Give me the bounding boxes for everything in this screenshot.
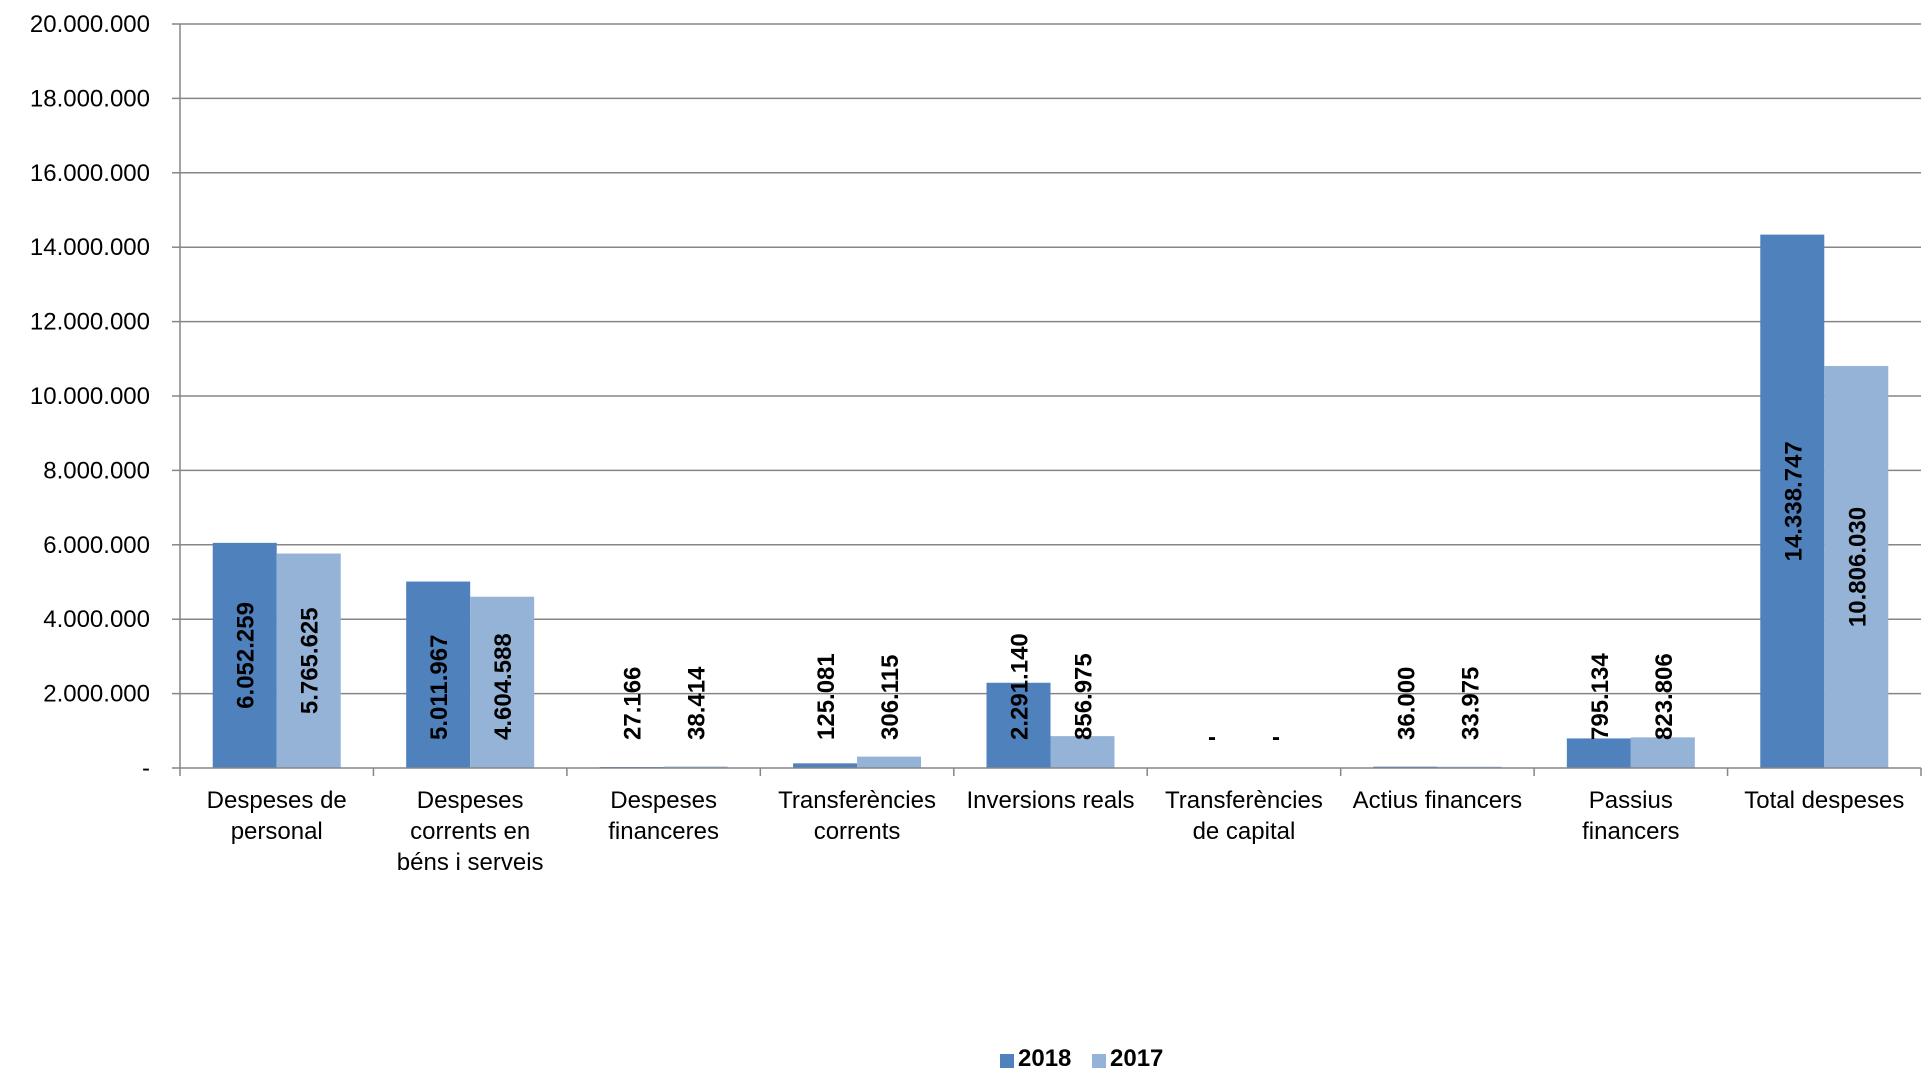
data-label: 27.166 [620, 667, 647, 740]
bars [212, 234, 1889, 768]
y-tick-label: 18.000.000 [30, 85, 150, 112]
y-tick-label: 20.000.000 [30, 11, 150, 38]
y-tick-label: 14.000.000 [30, 234, 150, 261]
category-label: Transferències [1165, 787, 1323, 814]
y-tick-label: 6.000.000 [43, 532, 150, 559]
bar-2017 [1050, 736, 1115, 768]
data-label: 38.414 [684, 666, 711, 740]
y-tick-label: 16.000.000 [30, 160, 150, 187]
x-axis-category-labels: Despeses de personal Despeses corrents en bé… [207, 787, 1905, 876]
y-axis-tick-labels: - 2.000.000 4.000.000 6.000.000 8.000.000 10.… [30, 11, 150, 782]
category-label: financers [1582, 818, 1679, 845]
data-label: 306.115 [877, 655, 904, 740]
legend-swatch-2017 [1092, 1054, 1106, 1068]
data-label: 795.134 [1587, 653, 1614, 740]
category-label: Total despeses [1744, 787, 1904, 814]
category-label: Despeses de [207, 787, 347, 814]
category-label: Despeses [610, 787, 717, 814]
data-label: 2.291.140 [1007, 633, 1034, 740]
data-label: - [1208, 724, 1216, 751]
bar-2017 [1630, 737, 1695, 768]
category-label: de capital [1193, 818, 1296, 845]
category-label: Inversions reals [966, 787, 1134, 814]
bar-2018 [986, 682, 1051, 768]
bar-2018 [212, 542, 277, 768]
data-label: 5.765.625 [297, 607, 324, 714]
bar-2017 [276, 553, 341, 768]
bar-2017 [857, 756, 922, 768]
category-label: corrents en [410, 818, 530, 845]
data-label: 823.806 [1651, 653, 1678, 740]
data-label: 4.604.588 [490, 633, 517, 740]
bar-2018 [406, 581, 471, 768]
bar-2018 [793, 763, 858, 768]
category-label: Transferències [778, 787, 936, 814]
y-tick-label: 4.000.000 [43, 606, 150, 633]
category-label: béns i serveis [397, 849, 544, 876]
legend: 2018 2017 [1000, 1045, 1163, 1072]
data-label: 856.975 [1071, 653, 1098, 740]
data-label: 125.081 [813, 653, 840, 740]
category-label: Actius financers [1353, 787, 1522, 814]
data-label: 33.975 [1457, 667, 1484, 740]
y-tick-label: - [142, 755, 150, 782]
data-label: 36.000 [1393, 667, 1420, 740]
y-tick-label: 12.000.000 [30, 309, 150, 336]
category-label: Despeses [417, 787, 524, 814]
y-tick-label: 2.000.000 [43, 681, 150, 708]
category-label: Passius [1589, 787, 1673, 814]
data-label: - [1272, 724, 1280, 751]
y-tick-label: 10.000.000 [30, 383, 150, 410]
bar-2018 [1760, 234, 1825, 768]
y-tick-label: 8.000.000 [43, 457, 150, 484]
data-label: 6.052.259 [233, 602, 260, 709]
category-label: financeres [608, 818, 719, 845]
data-label: 10.806.030 [1844, 507, 1871, 627]
bar-2018 [1566, 738, 1631, 768]
legend-swatch-2018 [1000, 1054, 1014, 1068]
legend-label-2018: 2018 [1018, 1045, 1071, 1072]
axes [172, 23, 1922, 776]
data-label: 14.338.747 [1780, 441, 1807, 561]
bar-2017 [1824, 366, 1889, 768]
bar-2017 [470, 596, 535, 768]
data-label: 5.011.967 [426, 635, 453, 740]
category-label: corrents [814, 818, 901, 845]
data-labels: 6.052.259 5.765.625 5.011.967 4.604.588 27.1… [233, 441, 1872, 751]
category-label: personal [231, 818, 323, 845]
legend-label-2017: 2017 [1110, 1045, 1163, 1072]
